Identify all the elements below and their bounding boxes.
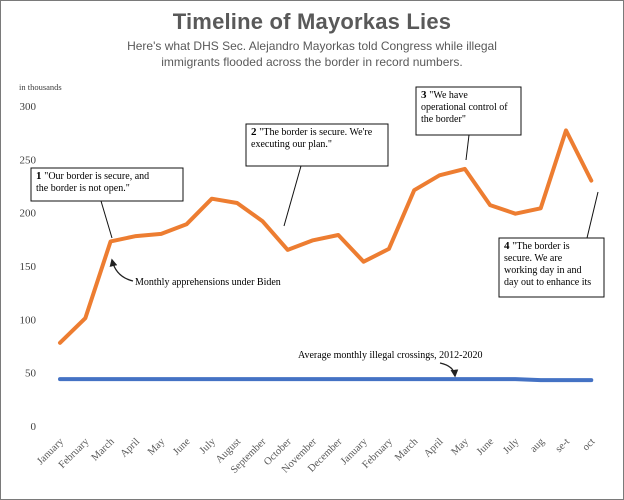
annotation-box (30, 167, 184, 202)
x-tick-label: March (90, 436, 118, 464)
series-label-average-arrow (439, 362, 459, 378)
y-tick-label: 300 (20, 101, 37, 113)
annotation-quote: "The border is (512, 241, 570, 252)
x-tick-label: March (393, 436, 421, 464)
chart-title: Timeline of Mayorkas Lies (172, 9, 452, 34)
annotation-text: secure. We are (504, 253, 563, 264)
annotation-text: 4 "The border is (504, 240, 570, 252)
y-tick-label: 100 (20, 314, 37, 326)
y-tick-label: 250 (20, 154, 37, 166)
x-tick-label: July (501, 436, 522, 457)
annotation-text: day out to enhance its (504, 277, 591, 288)
annotation-box (415, 86, 522, 136)
annotation-quote: "Our border is secure, and (44, 171, 149, 182)
y-tick-label: 0 (31, 421, 37, 433)
series-label-arrow (109, 258, 134, 282)
y-tick-label: 200 (20, 208, 37, 220)
annotation-quote: "We have (429, 90, 468, 101)
x-tick-label: April (119, 436, 143, 460)
y-tick-label: 50 (25, 368, 37, 380)
annotation-number: 3 (421, 89, 429, 101)
x-tick-label: July (198, 436, 219, 457)
x-tick-label: April (422, 436, 446, 460)
annotation-text: operational control of (421, 102, 508, 113)
series-label-average: Average monthly illegal crossings, 2012-… (298, 350, 483, 361)
annotation-box (245, 123, 389, 167)
x-tick-label: May (146, 436, 168, 458)
annotation-text: working day in and (504, 265, 582, 276)
annotation-leader (283, 165, 302, 227)
x-tick-label: June (475, 436, 497, 458)
x-tick-label: oct (581, 436, 598, 453)
x-tick-label: se-t (554, 436, 573, 455)
annotation-text: 1 "Our border is secure, and (36, 170, 149, 182)
x-tick-label: aug (528, 436, 547, 455)
annotation-number: 4 (504, 240, 512, 252)
x-tick-label: June (171, 436, 193, 458)
annotation-text: 2 "The border is secure. We're (251, 126, 373, 138)
annotation-leader (100, 200, 113, 239)
annotation-number: 2 (251, 126, 259, 138)
annotation-quote: "The border is secure. We're (259, 127, 372, 138)
annotation-leader (465, 134, 470, 161)
annotation-text: executing our plan." (251, 139, 332, 150)
series-line-apprehensions (58, 128, 594, 345)
y-axis-label: in thousands (19, 82, 62, 92)
annotation-leader (586, 191, 599, 239)
annotation-text: 3 "We have (421, 89, 468, 101)
annotation-box (498, 237, 605, 298)
series-label-apprehensions: Monthly apprehensions under Biden (135, 277, 281, 288)
annotation-number: 1 (36, 170, 44, 182)
series-line-average (58, 377, 594, 383)
chart-subtitle: Here's what DHS Sec. Alejandro Mayorkas … (127, 39, 497, 69)
x-tick-label: May (450, 436, 472, 458)
annotation-text: the border" (421, 114, 466, 125)
y-tick-label: 150 (20, 261, 37, 273)
annotation-text: the border is not open." (36, 183, 130, 194)
